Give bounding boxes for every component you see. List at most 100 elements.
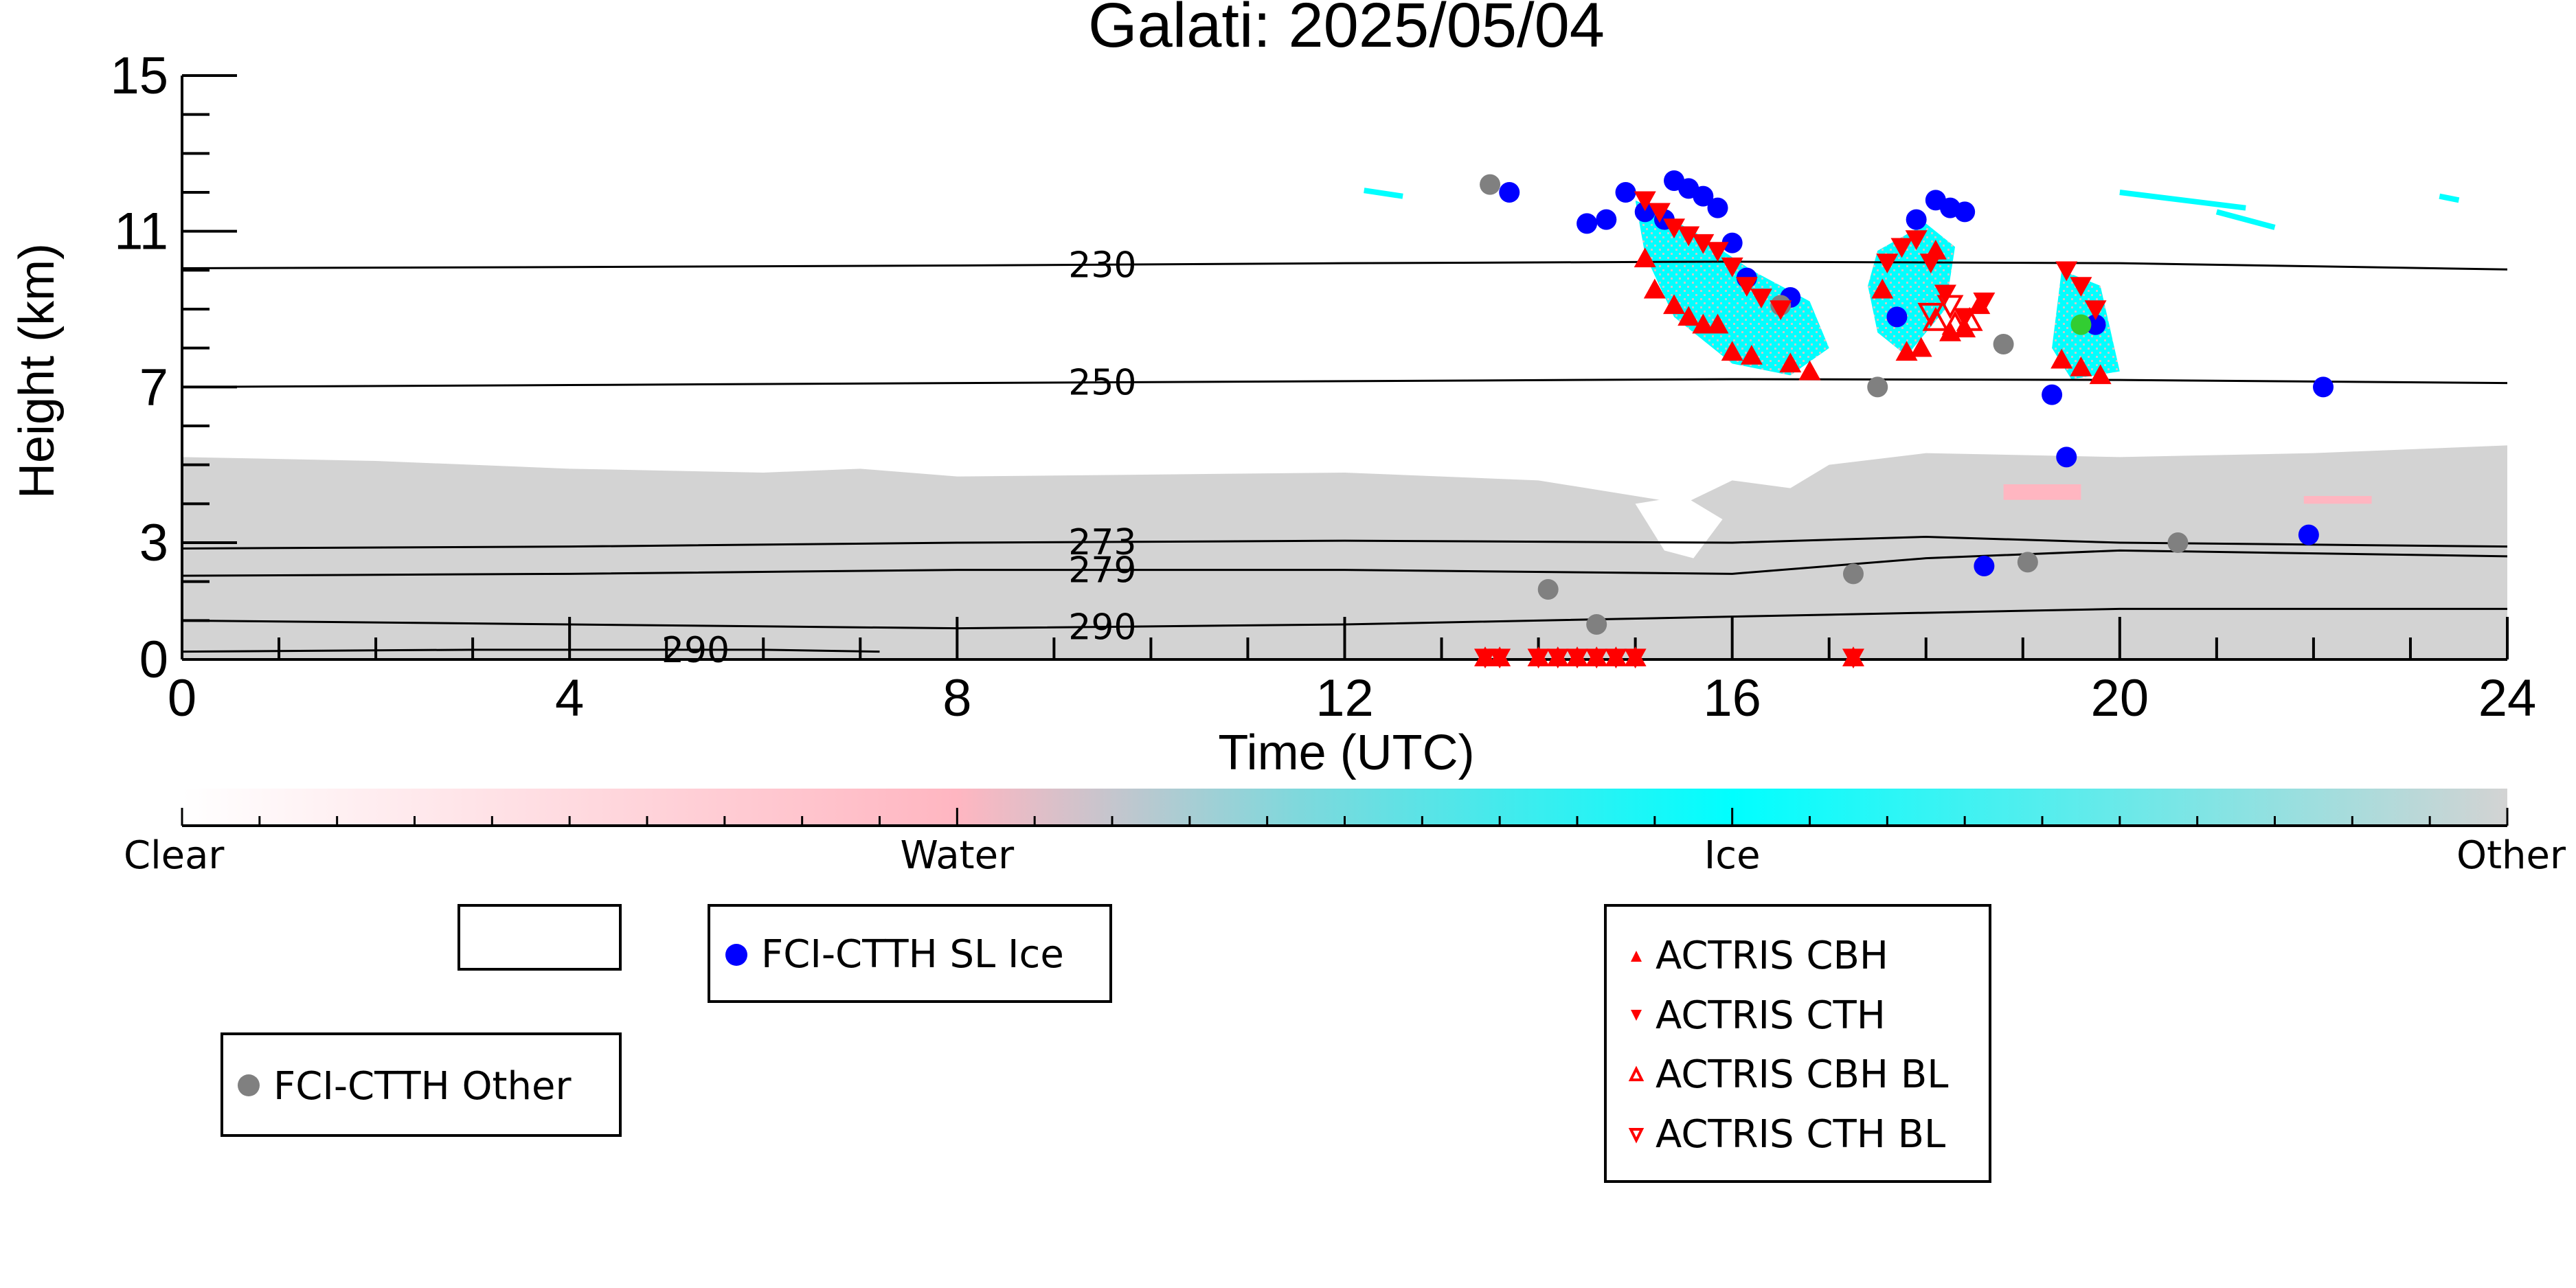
y-tick-label: 15 — [110, 47, 168, 105]
data-point — [1936, 295, 1964, 319]
isotherm-label: 230 — [1068, 245, 1136, 286]
data-point — [1499, 182, 1520, 203]
mask-ice-streak — [2215, 209, 2276, 230]
colorbar-label: Other — [2456, 833, 2566, 878]
data-point — [1973, 292, 1996, 313]
data-point — [1677, 306, 1700, 326]
y-axis-label: Height (km) — [10, 243, 65, 499]
data-point — [1677, 226, 1700, 247]
mask-ice-streak — [2119, 190, 2246, 211]
x-tick-label: 12 — [1315, 669, 1374, 727]
data-point — [1721, 341, 1743, 361]
isotherm-line — [181, 648, 880, 653]
data-point — [1721, 232, 1743, 253]
legend-other-label: FCI-CTTH Other — [273, 1064, 572, 1109]
legend-other-marker — [238, 1074, 260, 1096]
isotherm-label: 290 — [1068, 607, 1136, 648]
data-point — [1527, 648, 1550, 669]
x-tick-label: 8 — [942, 669, 971, 727]
data-point — [1842, 563, 1864, 585]
colorbar-label: Clear — [124, 833, 225, 878]
data-point — [1706, 242, 1729, 262]
mask-ice-streak — [2439, 193, 2460, 203]
data-point — [1954, 201, 1976, 223]
data-point — [1905, 230, 1928, 250]
data-point — [1993, 334, 2014, 354]
data-point — [2070, 314, 2092, 335]
mask-other-low — [182, 445, 2507, 659]
cloud-mask-layer — [182, 188, 2507, 659]
classification-colorbar: Clear Water Ice Other — [124, 789, 2566, 878]
data-point — [1740, 345, 1763, 365]
data-point — [1922, 306, 1950, 331]
data-point — [2050, 348, 2073, 369]
data-point — [1842, 648, 1864, 669]
data-point — [1586, 614, 1607, 635]
data-point — [2089, 364, 2112, 385]
isotherm-line — [181, 260, 2508, 271]
legend-other-box — [221, 1032, 622, 1137]
y-tick-label: 0 — [139, 631, 168, 689]
data-point — [1577, 213, 1598, 234]
data-point — [1566, 648, 1588, 669]
legend-ice-label: FCI-CTTH SL Ice — [761, 932, 1064, 977]
legend-cth-bl-marker — [1628, 1128, 1645, 1144]
isotherm-label: 273 — [1068, 522, 1136, 563]
data-point — [1706, 313, 1729, 334]
x-tick-label: 16 — [1703, 669, 1761, 727]
legend-cbh-label: ACTRIS CBH — [1656, 934, 1888, 978]
y-tick-label: 7 — [139, 358, 168, 416]
mask-ice-region — [1635, 200, 1829, 376]
data-point — [1798, 360, 1821, 381]
data-point — [2055, 261, 2078, 282]
data-point — [2042, 384, 2063, 405]
data-point — [1956, 306, 1983, 331]
mask-water-patch — [2003, 484, 2081, 500]
legend-actris-box — [1604, 904, 1991, 1183]
legend-cth-marker — [1631, 1010, 1642, 1021]
x-tick-label: 4 — [555, 669, 584, 727]
x-tick-label: 24 — [2478, 669, 2537, 727]
data-point — [1546, 648, 1569, 669]
isotherm-label: 290 — [662, 630, 730, 671]
legend-empty-box — [457, 904, 622, 971]
data-point — [1919, 253, 1942, 273]
mask-water-patch — [2303, 496, 2372, 504]
data-point — [1489, 648, 1511, 669]
data-point — [1663, 294, 1686, 315]
isotherm-line — [181, 535, 2508, 550]
chart-title: Galati: 2025/05/04 — [1088, 0, 1605, 60]
data-point — [1910, 337, 1932, 357]
data-point — [1585, 648, 1608, 669]
data-point — [1692, 313, 1715, 334]
data-point — [2070, 357, 2092, 376]
isotherm-line — [181, 378, 2508, 388]
data-point — [1890, 238, 1913, 258]
legend-ice-marker — [725, 944, 747, 966]
legend-ice-box — [708, 904, 1112, 1003]
data-point — [2167, 532, 2189, 553]
legend-cbh-bl-marker — [1628, 1065, 1645, 1081]
data-point — [1624, 648, 1647, 669]
legend-cbh-marker — [1631, 951, 1642, 962]
legend-cth-label: ACTRIS CTH — [1656, 993, 1886, 1038]
data-point — [2313, 376, 2334, 398]
data-point — [2084, 300, 2107, 320]
legend-cbh-bl-label: ACTRIS CBH BL — [1656, 1052, 1948, 1097]
data-point — [1917, 302, 1945, 327]
colorbar-label: Ice — [1704, 833, 1761, 878]
data-point — [1974, 556, 1995, 576]
data-point — [1480, 174, 1501, 195]
data-point — [1867, 376, 1888, 398]
data-point — [1770, 300, 1792, 320]
isotherm-label: 279 — [1068, 550, 1136, 591]
isotherm-label: 250 — [1068, 363, 1136, 404]
isotherm-line — [181, 549, 2508, 577]
data-point — [1474, 648, 1497, 669]
data-point — [1871, 278, 1894, 299]
x-tick-label: 20 — [2091, 669, 2149, 727]
y-tick-label: 3 — [139, 514, 168, 572]
data-point — [1876, 253, 1899, 273]
